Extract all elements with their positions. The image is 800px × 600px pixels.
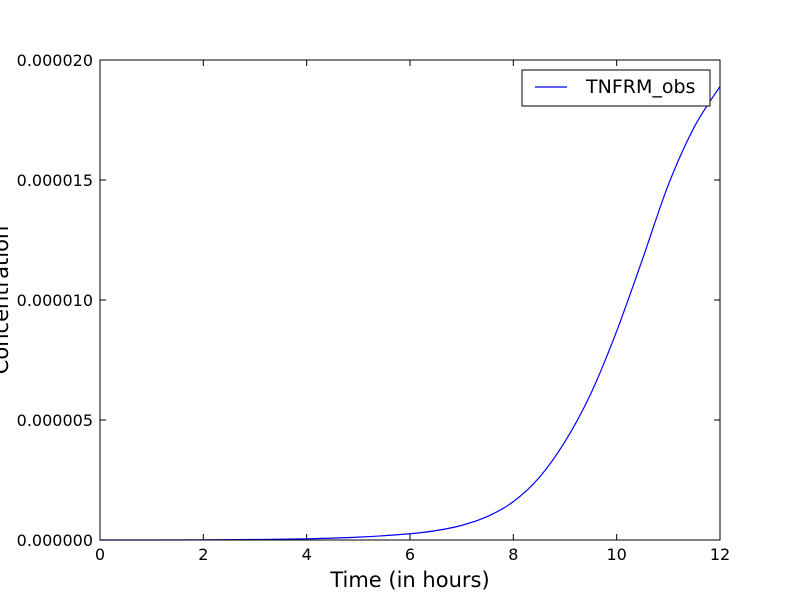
y-tick-label: 0.000000 xyxy=(17,531,93,550)
y-tick-label: 0.000010 xyxy=(17,291,93,310)
y-axis-label: Concentration xyxy=(0,226,13,375)
plot-frame xyxy=(99,59,721,541)
x-axis-label: Time (in hours) xyxy=(329,568,489,592)
y-tick-label: 0.000020 xyxy=(17,51,93,70)
plot-area xyxy=(100,60,720,540)
y-axis-ticks: 0.000000 0.000005 0.000010 0.000015 0.000020 xyxy=(17,51,720,550)
x-axis-ticks: 0 2 4 6 8 10 12 xyxy=(95,60,730,564)
y-tick-label: 0.000005 xyxy=(17,411,93,430)
x-tick-label: 8 xyxy=(508,545,518,564)
x-tick-label: 6 xyxy=(405,545,415,564)
x-tick-label: 0 xyxy=(95,545,105,564)
x-tick-label: 4 xyxy=(302,545,312,564)
legend: TNFRM_obs xyxy=(521,69,711,107)
x-tick-label: 2 xyxy=(198,545,208,564)
y-tick-label: 0.000015 xyxy=(17,171,93,190)
legend-label: TNFRM_obs xyxy=(585,76,695,98)
x-tick-label: 10 xyxy=(606,545,626,564)
legend-box xyxy=(521,69,711,107)
x-tick-label: 12 xyxy=(710,545,730,564)
